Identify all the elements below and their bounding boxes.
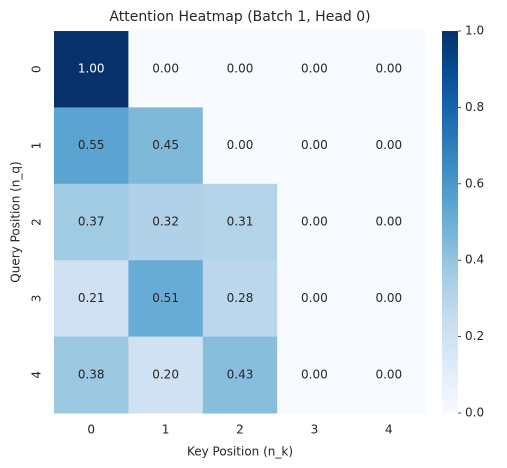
cell-label: 0.00 [375,62,402,76]
heatmap-cell [351,260,427,338]
heatmap-cell [351,107,427,185]
heatmap-cell [202,336,278,414]
heatmap-cell [277,107,353,185]
colorbar [442,31,458,413]
cell-label: 0.00 [301,291,328,305]
x-tick-label: 1 [162,423,170,437]
heatmap-cell [54,31,129,108]
heatmap-cell [202,183,278,261]
cell-label: 0.45 [152,138,179,152]
heatmap-cell [54,336,129,414]
cell-label: 0.21 [78,291,105,305]
cell-label: 0.55 [78,138,105,152]
x-tick-label: 4 [385,423,393,437]
heatmap-cell [277,336,353,414]
x-axis-label: Key Position (n_k) [187,445,293,459]
heatmap-cell [277,31,353,108]
cell-label: 0.00 [301,138,328,152]
heatmap-cell [351,183,427,261]
cell-label: 0.00 [227,62,254,76]
heatmap-cell [128,31,204,108]
cell-label: 0.31 [227,215,254,229]
heatmap-cell [128,107,204,185]
y-tick-label: 3 [30,295,44,303]
cell-label: 0.00 [301,62,328,76]
heatmap-cell [54,260,129,338]
cell-label: 0.28 [227,291,254,305]
y-axis-label: Query Position (n_q) [9,161,23,282]
cell-label: 0.00 [227,138,254,152]
cell-label: 0.51 [152,291,179,305]
cell-label: 1.00 [78,62,105,76]
heatmap-cell [277,183,353,261]
x-tick-label: 2 [236,423,244,437]
colorbar-tick-label: 0.4 [465,253,484,267]
cell-label: 0.32 [152,215,179,229]
cell-label: 0.38 [78,367,105,381]
heatmap-cell [128,260,204,338]
heatmap-cell [202,31,278,108]
cell-label: 0.37 [78,215,105,229]
colorbar-tick-label: 0.6 [465,176,484,190]
cell-label: 0.00 [301,367,328,381]
cell-label: 0.00 [375,367,402,381]
heatmap-cell [351,336,427,414]
y-tick-label: 1 [30,142,44,150]
y-tick-label: 0 [30,65,44,73]
cell-label: 0.00 [301,215,328,229]
colorbar-tick-label: 0.2 [465,329,484,343]
heatmap-cell [128,183,204,261]
colorbar-tick-label: 0.0 [465,406,484,420]
cell-label: 0.00 [375,138,402,152]
colorbar-tick-label: 1.0 [465,24,484,38]
heatmap-cell [54,107,129,185]
cell-label: 0.00 [375,291,402,305]
x-tick-label: 3 [311,423,319,437]
chart-title: Attention Heatmap (Batch 1, Head 0) [109,9,370,25]
y-tick-label: 4 [30,371,44,379]
heatmap-cell [277,260,353,338]
colorbar-tick-label: 0.8 [465,100,484,114]
heatmap-cell [54,183,129,261]
x-tick-label: 0 [87,423,95,437]
heatmap-cell [128,336,204,414]
heatmap-cell [351,31,427,108]
cell-label: 0.20 [152,367,179,381]
heatmap-cell [202,107,278,185]
cell-label: 0.00 [152,62,179,76]
cell-label: 0.00 [375,215,402,229]
cell-label: 0.43 [227,367,254,381]
y-tick-label: 2 [30,218,44,226]
heatmap-cell [202,260,278,338]
